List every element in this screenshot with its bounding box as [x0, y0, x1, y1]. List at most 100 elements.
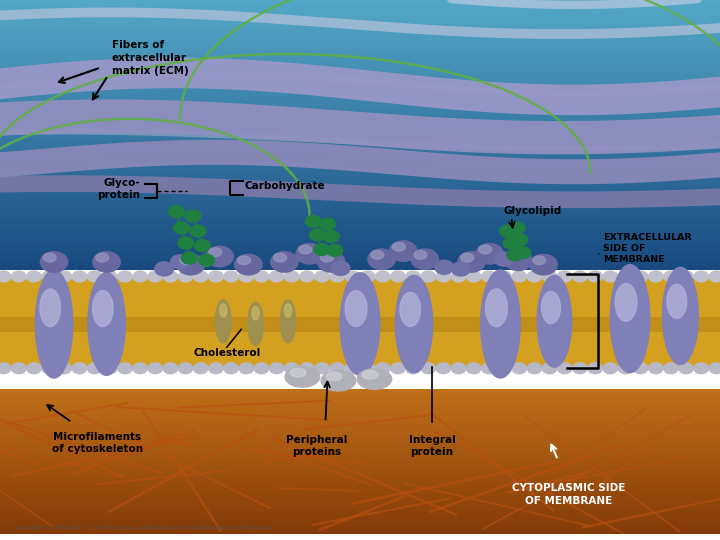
- Circle shape: [102, 363, 117, 374]
- Bar: [0, 90, 720, 92]
- Bar: [0, 104, 720, 105]
- Bar: [0, 167, 720, 168]
- Bar: [0, 174, 720, 176]
- Bar: [0, 455, 720, 456]
- Bar: [0, 92, 720, 93]
- Circle shape: [194, 363, 208, 374]
- Ellipse shape: [357, 369, 392, 389]
- Bar: [0, 450, 720, 451]
- Bar: [0, 23, 720, 24]
- Bar: [0, 482, 720, 483]
- Bar: [0, 12, 720, 14]
- Bar: [0, 446, 720, 447]
- Bar: [0, 497, 720, 498]
- Circle shape: [57, 363, 71, 374]
- Bar: [0, 22, 720, 23]
- Bar: [0, 506, 720, 507]
- Bar: [0, 249, 720, 251]
- Bar: [0, 111, 720, 112]
- Circle shape: [87, 363, 102, 374]
- Circle shape: [500, 225, 516, 237]
- Ellipse shape: [390, 241, 417, 261]
- Bar: [0, 77, 720, 78]
- Bar: [0, 524, 720, 525]
- Bar: [0, 27, 720, 28]
- Bar: [0, 536, 720, 537]
- Bar: [0, 63, 720, 65]
- Bar: [0, 420, 720, 421]
- Bar: [0, 217, 720, 219]
- Bar: [0, 116, 720, 117]
- Bar: [0, 184, 720, 185]
- Bar: [0, 200, 720, 201]
- Bar: [0, 33, 720, 35]
- Circle shape: [118, 271, 132, 282]
- Bar: [0, 11, 720, 12]
- Circle shape: [503, 237, 519, 249]
- Bar: [0, 464, 720, 465]
- Circle shape: [361, 363, 375, 374]
- Bar: [0, 51, 720, 52]
- Bar: [0, 458, 720, 459]
- Ellipse shape: [290, 368, 306, 377]
- Bar: [0, 431, 720, 432]
- Bar: [0, 156, 720, 157]
- Bar: [0, 443, 720, 444]
- Bar: [0, 246, 720, 247]
- Circle shape: [42, 363, 56, 374]
- Bar: [0, 202, 720, 204]
- Circle shape: [618, 271, 633, 282]
- Circle shape: [72, 363, 86, 374]
- Circle shape: [133, 363, 148, 374]
- Circle shape: [323, 231, 339, 242]
- Bar: [0, 107, 720, 108]
- Circle shape: [557, 363, 572, 374]
- Bar: [0, 52, 720, 54]
- Circle shape: [512, 234, 528, 246]
- Bar: [0, 401, 720, 402]
- Bar: [0, 317, 720, 332]
- Bar: [0, 47, 720, 49]
- Circle shape: [224, 363, 238, 374]
- Ellipse shape: [530, 254, 557, 275]
- Bar: [0, 248, 720, 249]
- Ellipse shape: [252, 306, 259, 320]
- Bar: [0, 500, 720, 501]
- Circle shape: [315, 363, 329, 374]
- Bar: [0, 211, 720, 212]
- Bar: [0, 426, 720, 427]
- Bar: [0, 505, 720, 506]
- Bar: [0, 134, 720, 135]
- Circle shape: [421, 271, 436, 282]
- Bar: [0, 226, 720, 227]
- Circle shape: [42, 271, 56, 282]
- Bar: [0, 475, 720, 476]
- Bar: [0, 127, 720, 128]
- Bar: [0, 428, 720, 429]
- Bar: [0, 115, 720, 116]
- Bar: [0, 493, 720, 494]
- Bar: [0, 501, 720, 502]
- Bar: [0, 124, 720, 125]
- Bar: [0, 434, 720, 435]
- Ellipse shape: [206, 246, 233, 267]
- Bar: [0, 40, 720, 42]
- Circle shape: [179, 363, 193, 374]
- Bar: [0, 61, 720, 62]
- Bar: [0, 510, 720, 511]
- Bar: [0, 76, 720, 77]
- Ellipse shape: [320, 253, 333, 262]
- Ellipse shape: [340, 273, 380, 375]
- Bar: [0, 168, 720, 170]
- Bar: [0, 170, 720, 172]
- Bar: [0, 5, 720, 6]
- Ellipse shape: [611, 265, 649, 373]
- Ellipse shape: [533, 256, 546, 265]
- Circle shape: [512, 271, 526, 282]
- Circle shape: [310, 229, 325, 241]
- Text: CYTOPLASMIC SIDE
OF MEMBRANE: CYTOPLASMIC SIDE OF MEMBRANE: [512, 483, 626, 505]
- Bar: [0, 162, 720, 163]
- Bar: [0, 198, 720, 200]
- Ellipse shape: [177, 254, 204, 275]
- Bar: [0, 183, 720, 184]
